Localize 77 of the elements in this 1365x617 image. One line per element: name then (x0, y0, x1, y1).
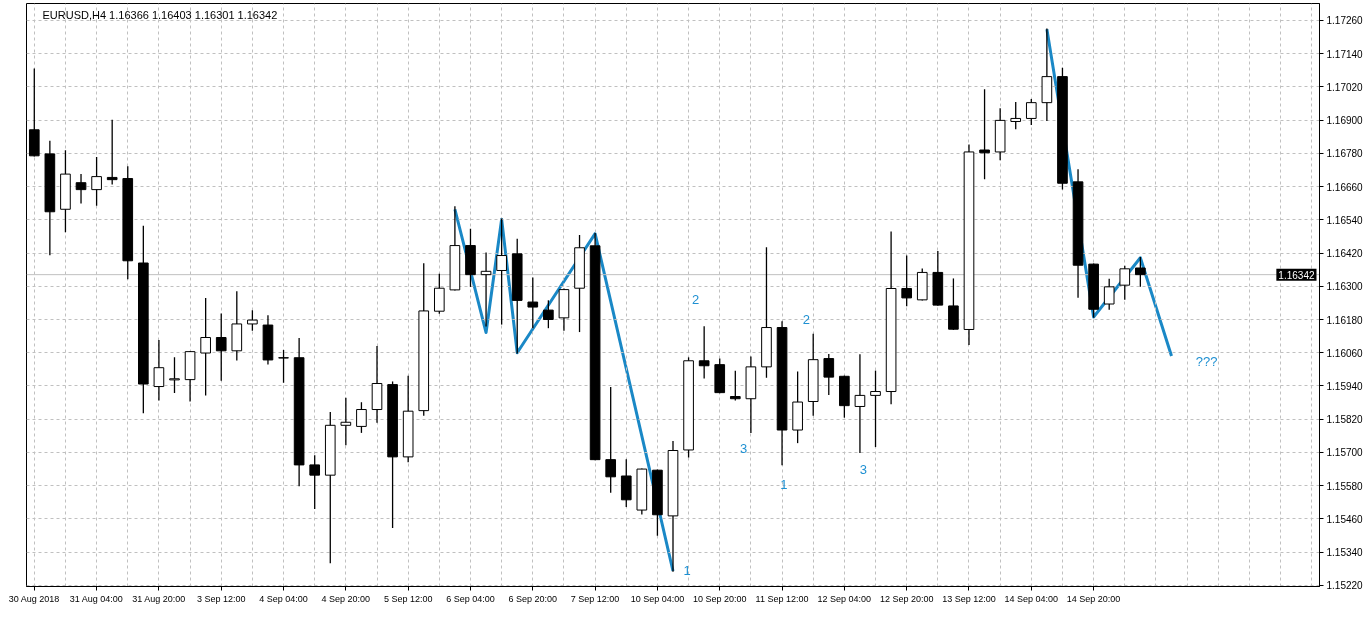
annotation: 1 (780, 477, 788, 493)
candlestick (278, 349, 289, 383)
candlestick (605, 386, 617, 493)
x-tick-label: 31 Aug 20:00 (132, 593, 186, 604)
candlestick (1025, 98, 1037, 125)
candlestick (496, 218, 507, 325)
candlestick (1119, 265, 1131, 300)
y-tick-label: 1.15940 (1326, 380, 1364, 392)
candlestick (543, 300, 554, 329)
x-tick-label: 10 Sep 20:00 (692, 593, 747, 604)
y-tick-label: 1.17020 (1326, 81, 1364, 93)
annotation: 1 (683, 562, 691, 578)
candlestick (169, 357, 180, 393)
x-tick-label: 14 Sep 20:00 (1066, 593, 1121, 604)
candlestick (729, 370, 741, 401)
y-tick-label: 1.15580 (1326, 480, 1364, 492)
candlestick (200, 298, 211, 396)
y-tick-label: 1.16540 (1326, 214, 1364, 226)
y-tick-label: 1.17140 (1326, 48, 1364, 60)
x-tick-label: 30 Aug 2018 (8, 593, 60, 604)
x-tick-label: 11 Sep 12:00 (755, 593, 809, 604)
x-tick-label: 4 Sep 04:00 (259, 593, 308, 604)
annotation: 2 (802, 311, 811, 327)
candlestick (870, 370, 881, 448)
annotation: 2 (692, 291, 700, 307)
y-tick-label: 1.15700 (1326, 447, 1364, 459)
x-tick-label: 7 Sep 12:00 (570, 593, 620, 604)
candlestick (91, 157, 102, 206)
chart-title: EURUSD,H4 1.16366 1.16403 1.16301 1.16342 (42, 8, 278, 21)
candlestick (854, 354, 866, 454)
x-tick-label: 5 Sep 12:00 (383, 593, 433, 604)
candlestick (527, 277, 539, 329)
y-tick-label: 1.15340 (1326, 547, 1364, 559)
x-tick-label: 13 Sep 12:00 (942, 593, 996, 604)
y-tick-label: 1.15820 (1326, 414, 1364, 426)
candlestick (620, 459, 632, 508)
annotation: ??? (1195, 354, 1218, 370)
candlestick (247, 310, 258, 331)
y-tick-label: 1.17260 (1326, 15, 1364, 27)
y-tick-label: 1.16420 (1326, 248, 1364, 260)
y-tick-label: 1.16660 (1326, 181, 1364, 193)
candlestick (1135, 257, 1146, 287)
candlestick (153, 339, 165, 401)
y-tick-label: 1.15460 (1326, 513, 1364, 525)
candlestick (1103, 278, 1115, 310)
y-tick-label: 1.16300 (1326, 281, 1364, 293)
candlestick (356, 402, 367, 433)
x-tick-label: 6 Sep 04:00 (446, 593, 495, 604)
candlestick (901, 255, 912, 307)
candlestick (106, 119, 118, 185)
x-tick-label: 6 Sep 20:00 (508, 593, 558, 604)
annotation: 3 (859, 462, 867, 478)
candlestick (979, 89, 990, 180)
candlestick (434, 273, 445, 314)
candlestick (340, 397, 352, 446)
candlestick (1010, 102, 1022, 130)
x-tick-label: 3 Sep 12:00 (196, 593, 246, 604)
x-tick-label: 31 Aug 04:00 (69, 593, 123, 604)
x-tick-label: 12 Sep 04:00 (817, 593, 872, 604)
y-tick-label: 1.16060 (1326, 347, 1364, 359)
candlestick (75, 174, 87, 204)
y-tick-label: 1.16780 (1326, 148, 1364, 160)
candlestick (698, 326, 710, 379)
y-tick-label: 1.15220 (1326, 580, 1364, 592)
y-tick-label: 1.16900 (1326, 115, 1364, 127)
annotation: 3 (739, 441, 748, 457)
candlestick (823, 354, 835, 395)
x-tick-label: 4 Sep 20:00 (321, 593, 371, 604)
x-tick-label: 12 Sep 20:00 (879, 593, 934, 604)
x-tick-label: 14 Sep 04:00 (1004, 593, 1059, 604)
candlestick (948, 278, 959, 330)
candlestick (480, 252, 492, 327)
candlestick (215, 313, 227, 381)
y-tick-label: 1.16180 (1326, 314, 1364, 326)
ref-line-label: 1.16342 (1278, 269, 1315, 281)
candlestick (309, 455, 321, 510)
x-tick-label: 10 Sep 04:00 (630, 593, 685, 604)
